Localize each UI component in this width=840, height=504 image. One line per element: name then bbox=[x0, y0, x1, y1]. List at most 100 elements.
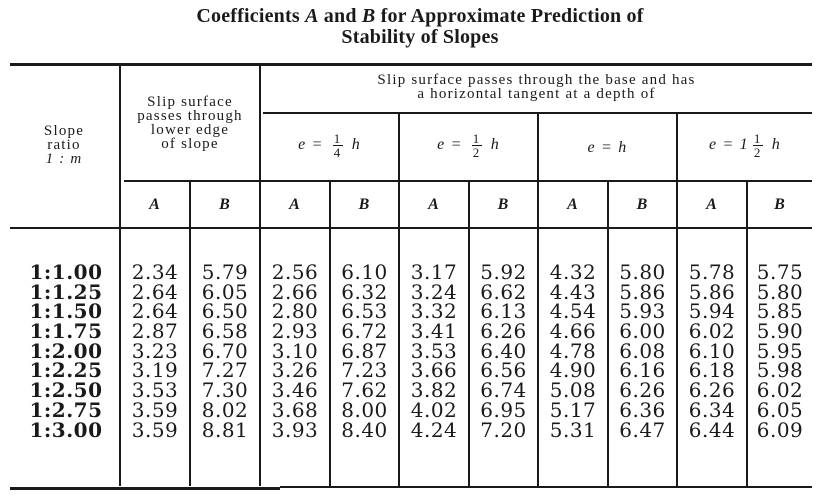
eq-text: h bbox=[346, 136, 361, 154]
cell: 6.87 bbox=[341, 338, 388, 363]
cell: 6.26 bbox=[480, 319, 527, 344]
subheader-a: A bbox=[428, 196, 440, 213]
denominator: 2 bbox=[753, 145, 762, 160]
cell: 7.62 bbox=[341, 378, 388, 403]
column-divider bbox=[746, 182, 748, 487]
cell: 8.81 bbox=[201, 417, 249, 442]
subheader-a: A bbox=[149, 196, 161, 213]
cell: 6.32 bbox=[341, 279, 388, 304]
eq-text: e = h bbox=[587, 139, 628, 156]
cell: 2.93 bbox=[271, 319, 319, 344]
cell: 2.66 bbox=[271, 279, 319, 304]
column-divider bbox=[119, 66, 121, 486]
cell: 5.90 bbox=[756, 319, 804, 344]
column-divider bbox=[607, 182, 609, 487]
header-slope-ratio: Slope ratio 1 : m bbox=[10, 123, 118, 167]
column-divider bbox=[537, 114, 539, 487]
subheader-a: A bbox=[567, 196, 579, 213]
cell: 6.00 bbox=[619, 319, 666, 344]
subheader-b: B bbox=[774, 196, 786, 213]
cell: 3.41 bbox=[410, 319, 458, 344]
cell: 6.44 bbox=[688, 417, 736, 442]
column-divider bbox=[398, 114, 400, 487]
column-divider bbox=[468, 182, 470, 487]
column-divider bbox=[259, 66, 261, 486]
cell: 5.93 bbox=[619, 299, 666, 324]
cell: 5.86 bbox=[619, 279, 666, 304]
top-rule bbox=[10, 63, 812, 66]
column-one-half-a: 5.78 5.86 5.94 6.02 6.10 6.18 6.26 6.34 … bbox=[678, 260, 746, 442]
cell: 5.78 bbox=[688, 260, 736, 284]
cell: 6.13 bbox=[480, 299, 527, 324]
cell: 6.58 bbox=[201, 319, 249, 344]
column-divider bbox=[189, 182, 191, 227]
cell: 3.68 bbox=[271, 397, 319, 422]
cell: 6.50 bbox=[201, 299, 249, 324]
header-text: Slip surface passes through the base and… bbox=[377, 72, 696, 88]
cell: 6.36 bbox=[619, 397, 666, 422]
subheader-b: B bbox=[219, 196, 231, 213]
header-lower-edge: Slip surface passes through lower edge o… bbox=[121, 94, 259, 152]
denominator: 4 bbox=[333, 145, 342, 160]
cell: 1:1.00 bbox=[29, 260, 103, 284]
cell: 6.53 bbox=[341, 299, 388, 324]
header-text: Slip surface bbox=[147, 94, 233, 110]
column-divider bbox=[329, 182, 331, 487]
header-text: 1 : m bbox=[45, 151, 83, 167]
cell: 3.93 bbox=[271, 417, 319, 442]
header-text: passes through bbox=[137, 108, 243, 124]
cell: 3.24 bbox=[410, 279, 458, 304]
cell: 6.47 bbox=[619, 417, 666, 442]
cell: 4.02 bbox=[410, 397, 458, 422]
eq-text: e = bbox=[298, 136, 329, 154]
cell: 3.23 bbox=[131, 338, 179, 363]
cell: 3.10 bbox=[271, 338, 319, 363]
cell: 4.66 bbox=[549, 319, 597, 344]
cell: 5.75 bbox=[756, 260, 804, 284]
column-divider bbox=[189, 229, 191, 486]
rule-under-base-header bbox=[263, 112, 812, 114]
bottom-rule bbox=[280, 486, 812, 488]
cell: 3.82 bbox=[410, 378, 458, 403]
cell: 2.87 bbox=[131, 319, 179, 344]
cell: 3.19 bbox=[131, 358, 179, 383]
cell: 6.72 bbox=[341, 319, 388, 344]
denominator: 2 bbox=[472, 145, 481, 160]
cell: 6.10 bbox=[688, 338, 736, 363]
cell: 6.26 bbox=[688, 378, 736, 403]
eq-text: h bbox=[485, 136, 500, 154]
cell: 6.08 bbox=[619, 338, 666, 363]
title-text: and bbox=[318, 5, 362, 27]
numerator: 1 bbox=[471, 131, 482, 146]
cell: 4.90 bbox=[549, 358, 597, 383]
header-text: lower edge bbox=[150, 122, 230, 138]
cell: 5.85 bbox=[756, 299, 804, 324]
cell: 3.46 bbox=[271, 378, 319, 403]
cell: 8.40 bbox=[341, 417, 388, 442]
cell: 2.64 bbox=[131, 279, 179, 304]
column-half-a: 3.17 3.24 3.32 3.41 3.53 3.66 3.82 4.02 … bbox=[400, 262, 468, 440]
header-text: ratio bbox=[47, 137, 81, 153]
cell: 1:1.50 bbox=[29, 299, 103, 324]
cell: 3.26 bbox=[271, 358, 319, 383]
header-base-tangent: Slip surface passes through the base and… bbox=[261, 72, 812, 102]
cell: 6.18 bbox=[688, 358, 736, 383]
cell: 4.54 bbox=[549, 299, 597, 324]
cell: 1:1.25 bbox=[29, 279, 103, 304]
column-one-a: 4.32 4.43 4.54 4.66 4.78 4.90 5.08 5.17 … bbox=[539, 262, 607, 440]
cell: 6.34 bbox=[688, 397, 736, 422]
subheader-a: A bbox=[289, 196, 301, 213]
cell: 1:2.75 bbox=[29, 397, 103, 422]
column-quarter-a: 2.56 2.66 2.80 2.93 3.10 3.26 3.46 3.68 … bbox=[261, 262, 329, 442]
header-text: Slope bbox=[43, 123, 85, 139]
cell: 5.80 bbox=[619, 260, 666, 284]
subheader-a: A bbox=[706, 196, 718, 213]
cell: 8.00 bbox=[341, 397, 388, 422]
cell: 7.27 bbox=[201, 358, 249, 383]
cell: 6.74 bbox=[480, 378, 527, 403]
eq-text: e = bbox=[437, 136, 468, 154]
